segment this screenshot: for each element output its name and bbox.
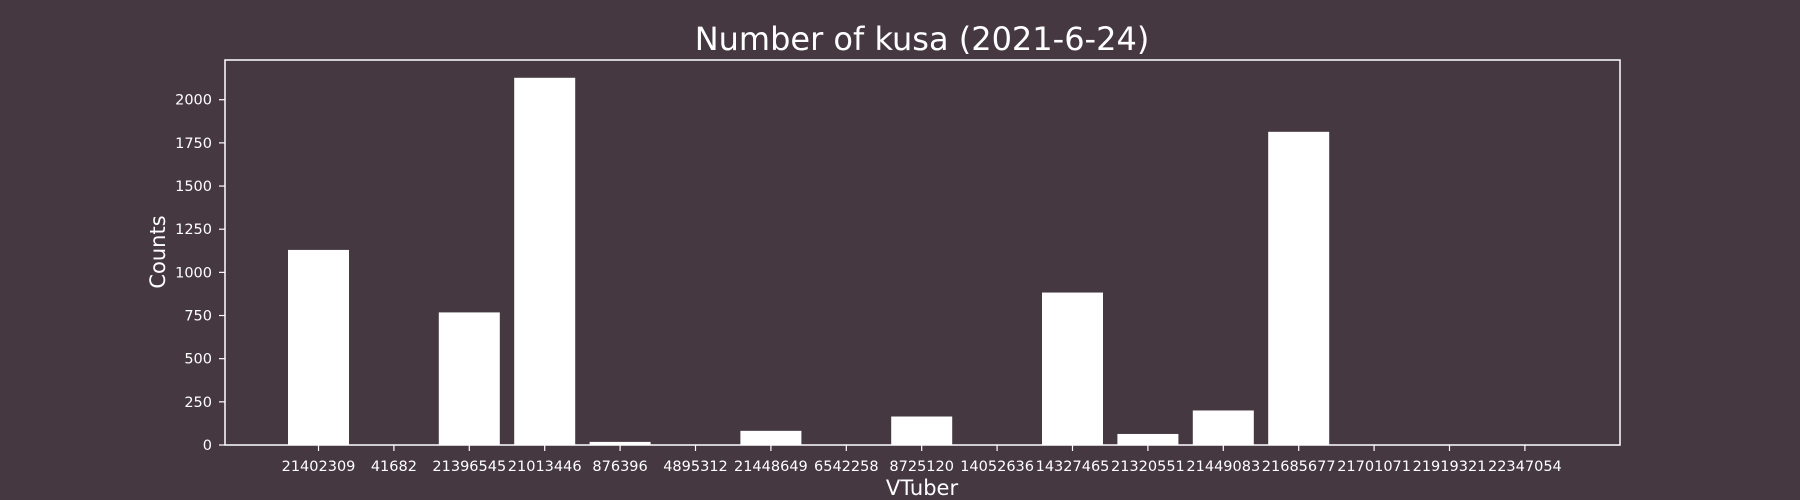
y-tick-label: 500 xyxy=(184,352,212,368)
x-tick-label: 14052636 xyxy=(960,459,1034,475)
x-tick-label: 21396545 xyxy=(432,459,506,475)
y-tick-label: 0 xyxy=(203,438,212,454)
bar-21402309 xyxy=(288,249,349,445)
bar-21396545 xyxy=(438,312,500,445)
chart-title: Number of kusa (2021-6-24) xyxy=(695,20,1150,58)
bar-21320551 xyxy=(1117,433,1179,445)
y-tick-label: 250 xyxy=(184,395,212,411)
x-tick-label: 14327465 xyxy=(1036,459,1110,475)
x-tick-label: 8725120 xyxy=(889,459,954,475)
y-tick-label: 2000 xyxy=(175,93,212,109)
x-tick-label: 876396 xyxy=(592,459,647,475)
x-axis-ticks: 21402309 41682 21396545 21013446 876396 48953… xyxy=(282,445,1562,475)
x-tick-label: 21685677 xyxy=(1262,459,1336,475)
y-tick-label: 1000 xyxy=(175,265,212,281)
bar-21449083 xyxy=(1192,410,1254,445)
x-tick-label: 21449083 xyxy=(1186,459,1260,475)
x-tick-label: 21701071 xyxy=(1337,459,1411,475)
x-tick-label: 4895312 xyxy=(663,459,728,475)
x-tick-label: 6542258 xyxy=(814,459,879,475)
bar-21448649 xyxy=(740,430,802,445)
y-axis-label: Counts xyxy=(146,215,170,288)
bar-21685677 xyxy=(1268,131,1330,446)
x-axis-label: VTuber xyxy=(886,476,959,500)
bar-14327465 xyxy=(1042,292,1103,445)
y-tick-label: 1750 xyxy=(175,136,212,152)
y-tick-label: 1250 xyxy=(175,222,212,238)
bar-876396 xyxy=(589,441,651,445)
y-tick-label: 1500 xyxy=(175,179,212,195)
bar-21013446 xyxy=(514,77,576,446)
bars-group xyxy=(288,77,1330,446)
x-tick-label: 22347054 xyxy=(1488,459,1562,475)
x-tick-label: 21320551 xyxy=(1111,459,1185,475)
y-axis-ticks: 0 250 500 750 1000 1250 1500 1750 2000 xyxy=(175,93,225,454)
x-tick-label: 41682 xyxy=(371,459,417,475)
x-tick-label: 21402309 xyxy=(282,459,356,475)
bar-8725120 xyxy=(891,416,953,445)
y-tick-label: 750 xyxy=(184,309,212,325)
x-tick-label: 21448649 xyxy=(734,459,808,475)
plot-area-frame xyxy=(224,59,1621,446)
x-tick-label: 21919321 xyxy=(1413,459,1487,475)
x-tick-label: 21013446 xyxy=(508,459,582,475)
